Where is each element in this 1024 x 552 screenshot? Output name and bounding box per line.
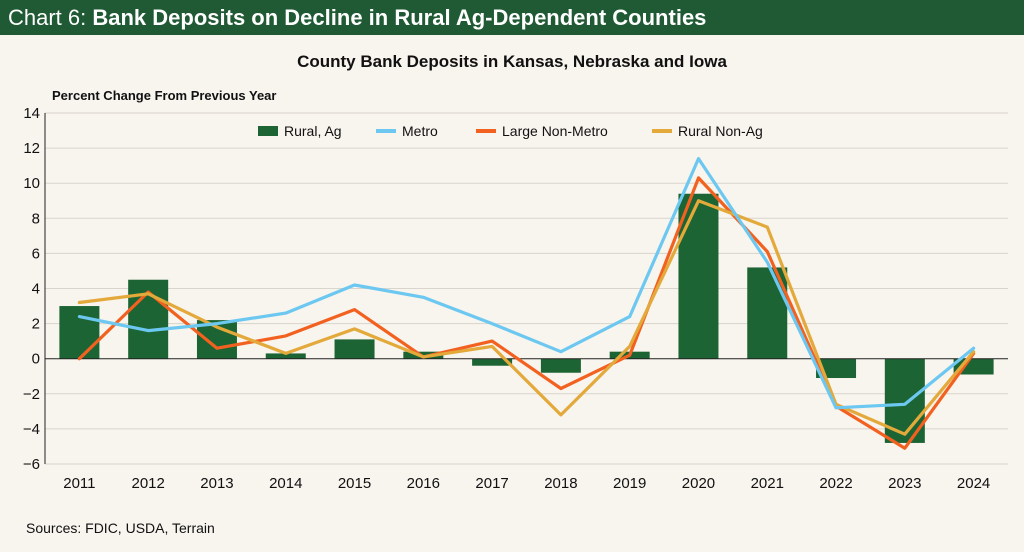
chart-title: County Bank Deposits in Kansas, Nebraska… bbox=[297, 52, 727, 71]
x-tick-label: 2016 bbox=[407, 475, 440, 492]
x-tick-label: 2020 bbox=[682, 475, 715, 492]
bar-rural-ag-2011 bbox=[59, 306, 100, 359]
y-tick-label: 10 bbox=[23, 175, 40, 192]
legend-swatch-rural-ag bbox=[258, 126, 278, 136]
legend-label: Large Non-Metro bbox=[502, 123, 608, 139]
x-tick-label: 2019 bbox=[613, 475, 646, 492]
x-tick-label: 2013 bbox=[200, 475, 233, 492]
legend-label: Rural Non-Ag bbox=[678, 123, 763, 139]
y-axis-ticks: −6 −4 −2 0 2 4 6 8 10 12 14 bbox=[23, 105, 40, 473]
y-tick-label: 4 bbox=[32, 281, 40, 298]
legend: Rural, Ag Metro Large Non-Metro Rural Non-A… bbox=[258, 123, 763, 139]
legend-label: Metro bbox=[402, 123, 438, 139]
bar-rural-ag-2014 bbox=[265, 353, 306, 359]
y-tick-label: 6 bbox=[32, 245, 40, 262]
y-tick-label: 8 bbox=[32, 210, 40, 227]
x-tick-label: 2017 bbox=[475, 475, 508, 492]
y-tick-label: 14 bbox=[23, 105, 40, 122]
x-tick-label: 2012 bbox=[131, 475, 164, 492]
bar-rural-ag-2015 bbox=[334, 339, 375, 359]
y-tick-label: 12 bbox=[23, 140, 40, 157]
bar-rural-ag-2022 bbox=[816, 358, 857, 379]
x-tick-label: 2022 bbox=[819, 475, 852, 492]
chart-heading: Chart 6: Bank Deposits on Decline in Rur… bbox=[8, 4, 706, 31]
x-tick-label: 2015 bbox=[338, 475, 371, 492]
x-tick-label: 2023 bbox=[888, 475, 921, 492]
x-tick-label: 2018 bbox=[544, 475, 577, 492]
x-tick-label: 2011 bbox=[63, 475, 95, 492]
y-tick-label: 0 bbox=[32, 351, 40, 368]
y-tick-label: −2 bbox=[23, 386, 40, 403]
legend-label: Rural, Ag bbox=[284, 123, 342, 139]
bar-rural-ag-2020 bbox=[678, 193, 719, 359]
line-series bbox=[77, 157, 976, 450]
line-rural-non-ag bbox=[77, 199, 976, 436]
y-tick-label: −6 bbox=[23, 456, 40, 473]
y-tick-label: 2 bbox=[32, 316, 40, 333]
chart-number: Chart 6: bbox=[8, 5, 93, 30]
chart-header: Chart 6: Bank Deposits on Decline in Rur… bbox=[0, 0, 1024, 35]
source-note: Sources: FDIC, USDA, Terrain bbox=[26, 520, 215, 536]
bar-rural-ag-2018 bbox=[540, 358, 581, 373]
x-tick-label: 2014 bbox=[269, 475, 302, 492]
x-axis-ticks: 2011 2012 2013 2014 2015 2016 2017 2018 2019 2020… bbox=[63, 475, 990, 492]
y-tick-label: −4 bbox=[23, 421, 40, 438]
chart-heading-title: Bank Deposits on Decline in Rural Ag-Dep… bbox=[92, 5, 707, 30]
gridlines bbox=[44, 112, 1008, 465]
line-metro bbox=[77, 157, 976, 410]
bar-rural-ag-2017 bbox=[472, 358, 513, 366]
x-tick-label: 2024 bbox=[957, 475, 990, 492]
x-tick-label: 2021 bbox=[751, 475, 784, 492]
y-axis-label: Percent Change From Previous Year bbox=[52, 88, 277, 103]
